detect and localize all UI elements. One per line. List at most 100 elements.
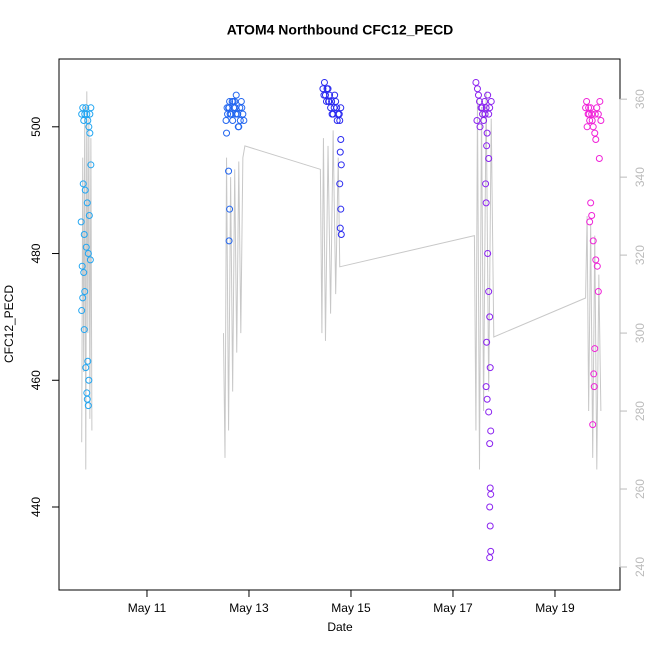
scatter-point bbox=[77, 218, 85, 226]
scatter-point bbox=[330, 104, 338, 112]
scatter-point bbox=[223, 104, 231, 112]
x-tick-label: May 11 bbox=[128, 601, 167, 615]
scatter-point bbox=[80, 326, 88, 334]
scatter-point bbox=[583, 97, 591, 105]
scatter-point bbox=[328, 97, 336, 105]
scatter-point bbox=[325, 97, 333, 105]
chart-title: ATOM4 Northbound CFC12_PECD bbox=[227, 22, 454, 38]
y-axis-label: CFC12_PECD bbox=[2, 285, 16, 363]
scatter-point bbox=[333, 104, 341, 112]
scatter-point bbox=[593, 104, 601, 112]
scatter-point bbox=[589, 237, 597, 245]
scatter-point bbox=[586, 218, 594, 226]
scatter-point bbox=[475, 97, 483, 105]
scatter-point bbox=[480, 116, 488, 124]
scatter-point bbox=[589, 421, 597, 429]
scatter-point bbox=[226, 205, 234, 213]
scatter-point bbox=[232, 110, 240, 118]
scatter-point bbox=[87, 161, 95, 169]
scatter-point bbox=[583, 123, 591, 131]
scatter-point bbox=[485, 154, 493, 162]
scatter-point bbox=[336, 180, 344, 188]
scatter-point bbox=[476, 123, 484, 131]
scatter-point bbox=[322, 97, 330, 105]
y2-tick-label: 280 bbox=[633, 401, 647, 421]
scatter-point bbox=[473, 116, 481, 124]
y2-tick-label: 340 bbox=[633, 167, 647, 187]
scatter-point bbox=[85, 376, 93, 384]
scatter-point bbox=[486, 104, 494, 112]
scatter-point bbox=[481, 110, 489, 118]
scatter-point bbox=[591, 345, 599, 353]
scatter-point bbox=[229, 116, 237, 124]
scatter-point bbox=[487, 97, 495, 105]
scatter-point bbox=[337, 104, 345, 112]
scatter-point bbox=[82, 364, 90, 372]
scatter-point bbox=[337, 205, 345, 213]
y2-tick-label: 360 bbox=[633, 89, 647, 109]
scatter-point bbox=[486, 364, 494, 372]
scatter-point bbox=[592, 256, 600, 264]
scatter-point bbox=[240, 116, 248, 124]
scatter-point bbox=[337, 135, 345, 143]
scatter-point bbox=[594, 110, 602, 118]
scatter-point bbox=[337, 231, 345, 239]
scatter-point bbox=[328, 110, 336, 118]
scatter-point bbox=[238, 104, 246, 112]
scatter-point bbox=[78, 262, 86, 270]
scatter-point bbox=[236, 104, 244, 112]
scatter-point bbox=[85, 212, 93, 220]
scatter-point bbox=[80, 269, 88, 277]
scatter-point bbox=[591, 110, 599, 118]
scatter-point bbox=[337, 161, 345, 169]
scatter-point bbox=[590, 383, 598, 391]
scatter-point bbox=[229, 97, 237, 105]
scatter-point bbox=[590, 370, 598, 378]
scatter-point bbox=[585, 104, 593, 112]
scatter-point bbox=[223, 129, 231, 137]
scatter-point bbox=[487, 427, 495, 435]
scatter-point bbox=[483, 129, 491, 137]
x-tick-label: May 15 bbox=[331, 601, 371, 615]
scatter-point bbox=[482, 199, 490, 207]
scatter-point bbox=[487, 547, 495, 555]
x-tick-label: May 17 bbox=[433, 601, 473, 615]
y-tick-label: 460 bbox=[29, 370, 43, 390]
scatter-point bbox=[485, 288, 493, 296]
scatter-point bbox=[486, 522, 494, 530]
scatter-point bbox=[592, 135, 600, 143]
scatter-point bbox=[588, 116, 596, 124]
scatter-point bbox=[486, 440, 494, 448]
scatter-point bbox=[225, 104, 233, 112]
scatter-point bbox=[597, 116, 605, 124]
scatter-point bbox=[483, 142, 491, 150]
scatter-point bbox=[234, 123, 242, 131]
scatter-point bbox=[485, 408, 493, 416]
y-tick-label: 500 bbox=[29, 116, 43, 136]
scatter-point bbox=[78, 307, 86, 315]
scatter-point bbox=[482, 180, 490, 188]
scatter-point bbox=[483, 395, 491, 403]
scatter-point bbox=[84, 357, 92, 365]
scatter-point bbox=[86, 256, 94, 264]
scatter-point bbox=[486, 503, 494, 511]
scatter-point bbox=[79, 294, 87, 302]
scatter-point bbox=[336, 148, 344, 156]
scatter-point bbox=[482, 383, 490, 391]
x-tick-label: May 19 bbox=[535, 601, 575, 615]
scatter-point bbox=[333, 116, 341, 124]
scatter-point bbox=[595, 154, 603, 162]
scatter-point bbox=[82, 243, 90, 251]
x-tick-label: May 13 bbox=[229, 601, 269, 615]
scatter-point bbox=[483, 338, 491, 346]
scatter-point bbox=[79, 104, 87, 112]
scatter-point bbox=[225, 237, 233, 245]
y2-tick-label: 240 bbox=[633, 557, 647, 577]
y-tick-label: 440 bbox=[29, 497, 43, 517]
y-tick-label: 480 bbox=[29, 243, 43, 263]
scatter-point bbox=[323, 85, 331, 93]
scatter-point bbox=[486, 313, 494, 321]
scatter-point bbox=[593, 262, 601, 270]
scatter-point bbox=[80, 231, 88, 239]
